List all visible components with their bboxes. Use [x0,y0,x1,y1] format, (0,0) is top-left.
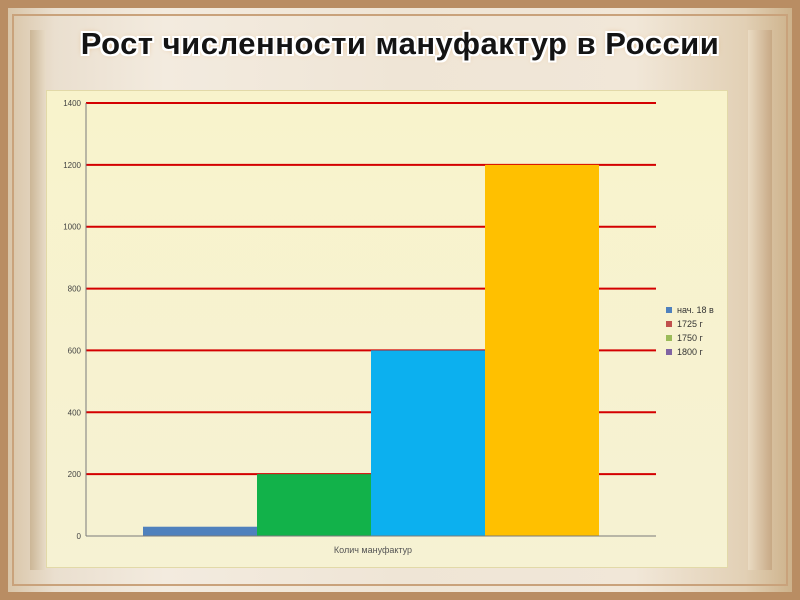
y-tick-label: 1400 [63,99,81,108]
legend-swatch [666,307,672,313]
bar-1 [143,526,257,536]
x-axis-label: Колич мануфактур [334,545,412,555]
y-tick-label: 1200 [63,161,81,170]
chart-legend: нач. 18 в 1725 г 1750 г 1800 г [666,303,714,359]
legend-item: нач. 18 в [666,303,714,317]
bar-3 [371,350,485,536]
bars [143,164,599,536]
y-tick-label: 1000 [63,223,81,232]
y-tick-label: 0 [77,532,82,541]
legend-swatch [666,349,672,355]
legend-label: нач. 18 в [677,305,714,315]
legend-label: 1750 г [677,333,703,343]
frame-inner-border [12,14,788,586]
bar-4 [485,164,599,536]
book-page-edge-right [748,30,772,570]
legend-swatch [666,335,672,341]
bar-chart: 0 200 400 600 800 1000 1200 1400 Колич мануфакт… [63,99,656,555]
y-tick-label: 800 [68,285,82,294]
slide-title: Рост численности мануфактур в России [80,26,720,61]
y-tick-labels: 0 200 400 600 800 1000 1200 1400 [63,99,81,541]
y-tick-label: 200 [68,470,82,479]
legend-label: 1725 г [677,319,703,329]
legend-item: 1725 г [666,317,714,331]
legend-label: 1800 г [677,347,703,357]
y-tick-label: 400 [68,408,82,417]
bar-2 [257,474,371,536]
legend-item: 1800 г [666,345,714,359]
axes [85,103,656,537]
y-tick-label: 600 [68,346,82,355]
legend-swatch [666,321,672,327]
book-page-edge-left [30,30,46,570]
legend-item: 1750 г [666,331,714,345]
